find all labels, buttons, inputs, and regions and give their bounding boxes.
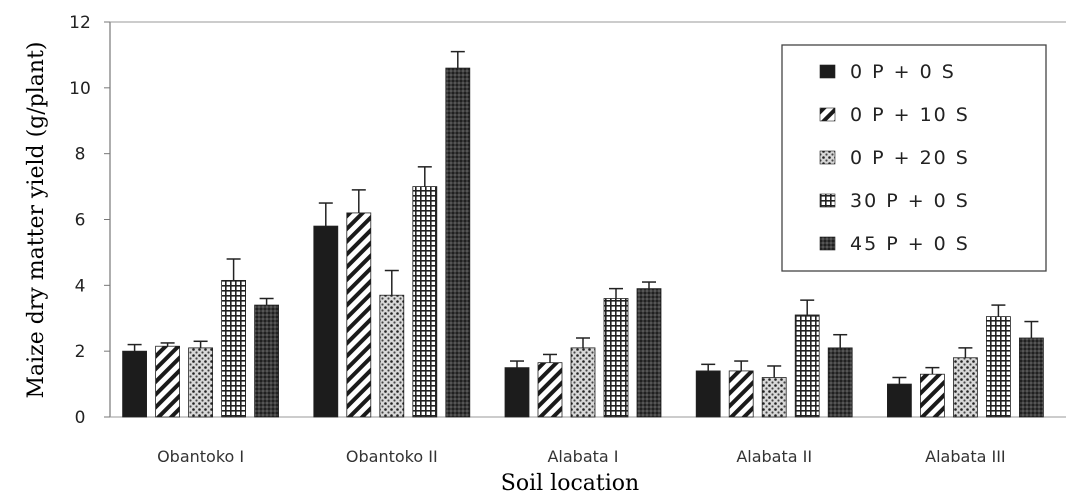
y-tick-label: 12 [69,13,91,33]
error-bar [385,271,399,296]
x-tick-label: Obantoko II [346,447,438,466]
bar [887,384,911,417]
x-tick-label: Alabata II [736,447,812,466]
error-bar [161,343,175,346]
bar [828,348,852,417]
legend-label: 0 P + 20 S [850,147,970,169]
error-bar [194,341,208,348]
bar [189,348,213,417]
bar [156,346,180,417]
legend-label: 0 P + 10 S [850,104,970,126]
legend-swatch [820,237,835,250]
error-bar [800,300,814,315]
error-bar [418,167,432,187]
error-bar [767,366,781,378]
legend-label: 0 P + 0 S [850,61,956,83]
y-tick-label: 6 [75,211,86,231]
error-bar [543,354,557,362]
x-axis-tick-labels: Obantoko I Obantoko II Alabata I Alabata II… [157,447,1006,466]
bar [314,226,338,417]
y-tick-label: 2 [75,342,86,362]
error-bar [734,361,748,371]
x-tick-label: Alabata III [925,447,1005,466]
bar [986,317,1010,417]
legend-swatch [820,194,835,207]
error-bar [609,289,623,299]
error-bar [833,335,847,348]
bar [505,368,529,417]
bar [920,374,944,417]
error-bar [925,368,939,375]
bar [604,299,628,418]
legend: 0 P + 0 S 0 P + 10 S 0 P + 20 S 30 P + 0 S 4… [782,45,1046,271]
bar [762,378,786,418]
bar [347,213,371,417]
error-bar [451,52,465,68]
x-tick-label: Alabata I [547,447,618,466]
legend-swatch [820,151,835,164]
bar [729,371,753,417]
y-tick-label: 0 [75,408,86,428]
bar [696,371,720,417]
error-bar [701,364,715,371]
x-axis-label: Soil location [501,471,639,496]
legend-label: 45 P + 0 S [850,233,970,255]
y-tick-label: 4 [75,276,86,296]
bar [1019,338,1043,417]
bar [637,289,661,417]
error-bar [1024,322,1038,338]
error-bar [958,348,972,358]
error-bar [319,203,333,226]
bar [123,351,147,417]
y-axis-ticks: 0 2 4 6 8 10 12 [69,13,110,428]
legend-swatch [820,108,835,121]
legend-label: 30 P + 0 S [850,190,970,212]
legend-swatch [820,65,835,78]
error-bar [260,299,274,306]
bar [255,305,279,417]
error-bar [128,345,142,352]
bar [222,280,246,417]
bar [413,187,437,417]
x-tick-label: Obantoko I [157,447,244,466]
bar [446,68,470,417]
bar [380,295,404,417]
error-bar [510,361,524,368]
error-bar [642,282,656,289]
bar [795,315,819,417]
error-bar [892,378,906,385]
bar [571,348,595,417]
bar [538,363,562,417]
error-bar [352,190,366,213]
y-tick-label: 10 [69,79,91,99]
bar [953,358,977,417]
error-bar [576,338,590,348]
error-bar [227,259,241,280]
y-tick-label: 8 [75,145,86,165]
y-axis-label: Maize dry matter yield (g/plant) [24,42,49,399]
error-bar [991,305,1005,317]
